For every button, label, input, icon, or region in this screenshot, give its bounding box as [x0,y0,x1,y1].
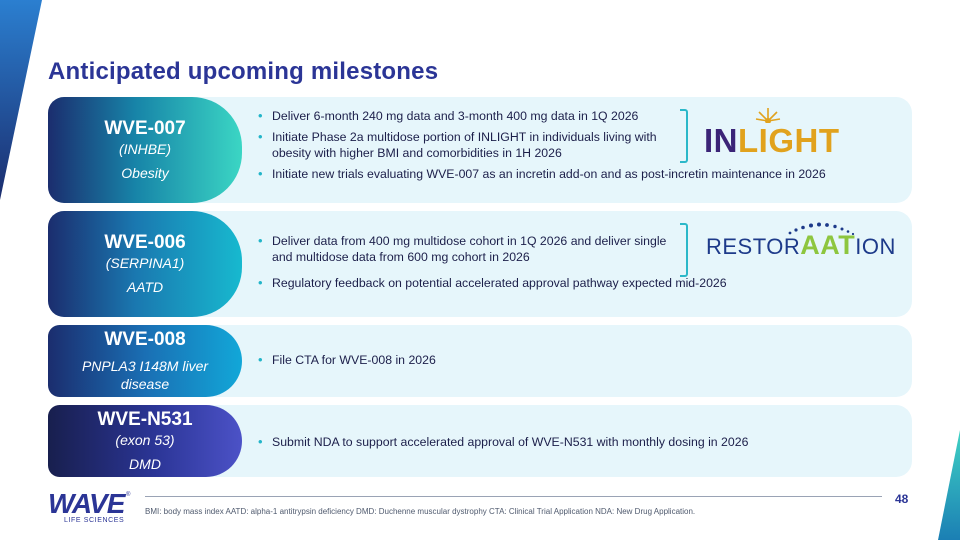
decorative-corner-shape [938,430,960,540]
company-name: WAVE [48,488,125,519]
milestone-item: Deliver 6-month 240 mg data and 3-month … [258,108,698,124]
footnote-abbreviations: BMI: body mass index AATD: alpha-1 antit… [145,507,696,516]
wave-company-logo: WAVE ® LIFE SCIENCES [48,490,132,530]
milestone-item: Initiate Phase 2a multidose portion of I… [258,129,678,161]
program-tag: WVE-007 (INHBE) Obesity [48,97,242,203]
inlight-logo: INLIGHT [704,122,840,159]
bracket-divider [680,109,688,163]
milestone-list: Deliver 6-month 240 mg data and 3-month … [258,108,908,182]
milestone-item: Deliver data from 400 mg multidose cohor… [258,233,668,265]
restoraation-logo: RESTORAATION [706,230,896,260]
program-tag: WVE-006 (SERPINA1) AATD [48,211,242,317]
program-indication: Obesity [121,165,169,181]
milestone-row-wve-008: WVE-008 PNPLA3 I148M liver disease File … [48,325,912,397]
registered-mark: ® [126,492,131,498]
decorative-corner-shape [0,0,42,200]
milestone-row-wve-006: WVE-006 (SERPINA1) AATD Deliver data fro… [48,211,912,317]
program-tag: WVE-N531 (exon 53) DMD [48,405,242,477]
milestone-item: Submit NDA to support accelerated approv… [258,434,878,450]
program-target: (SERPINA1) [105,255,185,271]
milestone-row-wve-007: WVE-007 (INHBE) Obesity Deliver 6-month … [48,97,912,203]
program-code: WVE-008 [104,329,186,350]
milestone-item: File CTA for WVE-008 in 2026 [258,352,858,368]
footer-divider [145,496,882,497]
program-code: WVE-007 [104,118,186,139]
program-code: WVE-006 [104,232,186,253]
sun-icon [755,108,781,123]
page-number: 48 [895,492,909,506]
program-indication: DMD [129,456,161,472]
program-indication: PNPLA3 I148M liver disease [81,358,209,392]
program-tag: WVE-008 PNPLA3 I148M liver disease [48,325,242,397]
bracket-divider [680,223,688,277]
company-tagline: LIFE SCIENCES [64,517,125,524]
milestone-list: File CTA for WVE-008 in 2026 [258,352,858,368]
milestone-row-wve-n531: WVE-N531 (exon 53) DMD Submit NDA to sup… [48,405,912,477]
program-indication: AATD [126,279,164,295]
program-code: WVE-N531 [97,409,193,430]
milestone-list: Deliver data from 400 mg multidose cohor… [258,233,818,291]
milestone-item: Regulatory feedback on potential acceler… [258,275,818,291]
milestone-item: Initiate new trials evaluating WVE-007 a… [258,166,908,182]
milestone-list: Submit NDA to support accelerated approv… [258,434,878,450]
program-target: (exon 53) [115,432,175,448]
slide-title: Anticipated upcoming milestones [48,58,439,85]
dots-arc-icon [788,222,855,235]
program-target: (INHBE) [118,141,172,157]
